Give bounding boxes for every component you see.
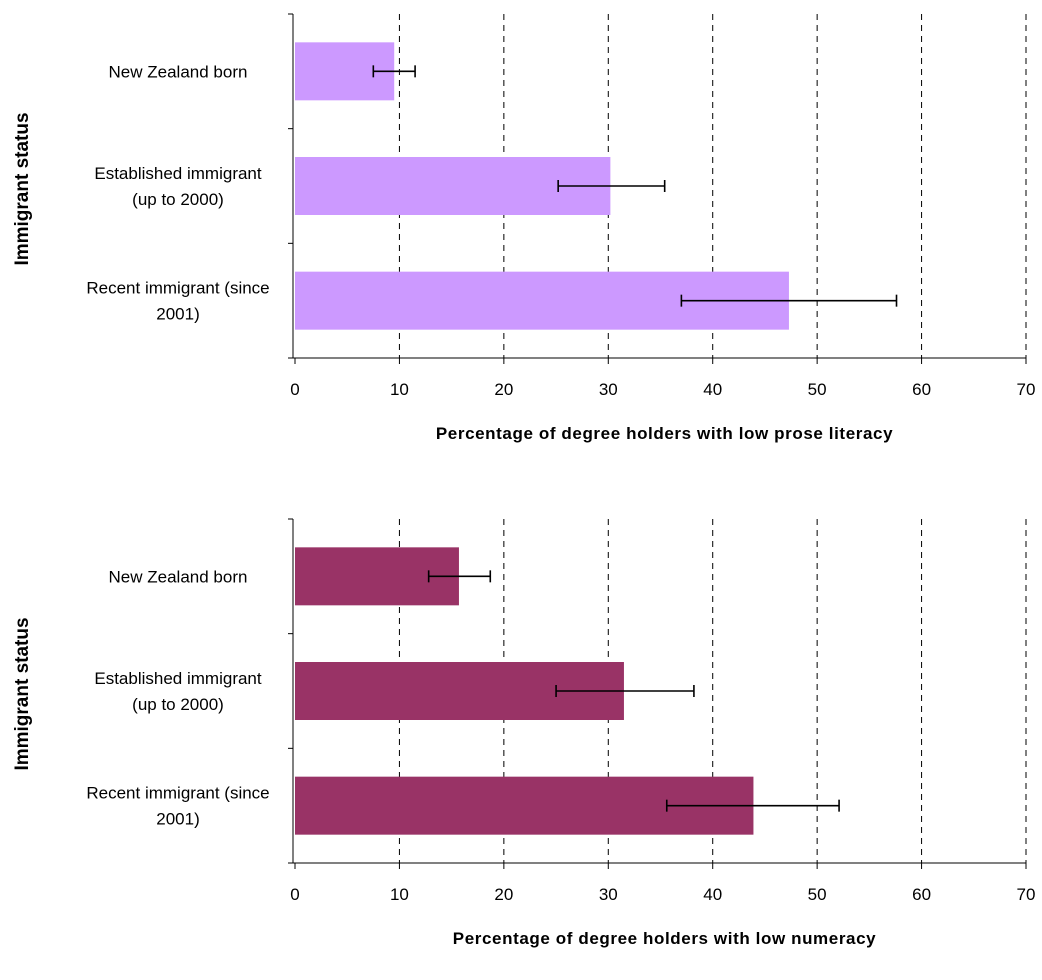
category-label: Recent immigrant (since 2001) bbox=[86, 279, 269, 324]
category-label: Recent immigrant (since 2001) bbox=[86, 784, 269, 829]
y-axis-label: Immigrant status bbox=[12, 112, 33, 265]
x-tick-label: 40 bbox=[703, 885, 722, 904]
prose-literacy-chart-svg: 0 10 20 30 40 50 60 70 New Zealand born Establish… bbox=[12, 13, 1036, 443]
x-tick-label: 20 bbox=[494, 885, 513, 904]
x-tick-label: 50 bbox=[808, 885, 827, 904]
x-tick-label: 10 bbox=[390, 885, 409, 904]
x-axis-label: Percentage of degree holders with low pr… bbox=[436, 424, 893, 443]
x-tick-label: 70 bbox=[1017, 885, 1036, 904]
y-axis-label: Immigrant status bbox=[12, 617, 33, 770]
category-label: Established immigrant (up to 2000) bbox=[94, 669, 262, 714]
prose-literacy-chart: 0 10 20 30 40 50 60 70 New Zealand born Establish… bbox=[0, 0, 1042, 470]
category-label: New Zealand born bbox=[109, 567, 248, 586]
x-tick-label: 60 bbox=[912, 380, 931, 399]
numeracy-chart-svg: 0 10 20 30 40 50 60 70 New Zealand born Establish… bbox=[12, 518, 1036, 948]
x-tick-label: 40 bbox=[703, 380, 722, 399]
numeracy-chart: 0 10 20 30 40 50 60 70 New Zealand born Establish… bbox=[0, 505, 1042, 975]
x-tick-label: 0 bbox=[290, 885, 299, 904]
x-tick-label: 60 bbox=[912, 885, 931, 904]
x-tick-label: 20 bbox=[494, 380, 513, 399]
x-tick-label: 30 bbox=[599, 380, 618, 399]
x-tick-label: 10 bbox=[390, 380, 409, 399]
x-tick-label: 50 bbox=[808, 380, 827, 399]
category-label: Established immigrant (up to 2000) bbox=[94, 164, 262, 209]
category-label: New Zealand born bbox=[109, 62, 248, 81]
x-tick-label: 70 bbox=[1017, 380, 1036, 399]
x-axis-label: Percentage of degree holders with low nu… bbox=[453, 929, 876, 948]
x-tick-label: 0 bbox=[290, 380, 299, 399]
x-tick-label: 30 bbox=[599, 885, 618, 904]
